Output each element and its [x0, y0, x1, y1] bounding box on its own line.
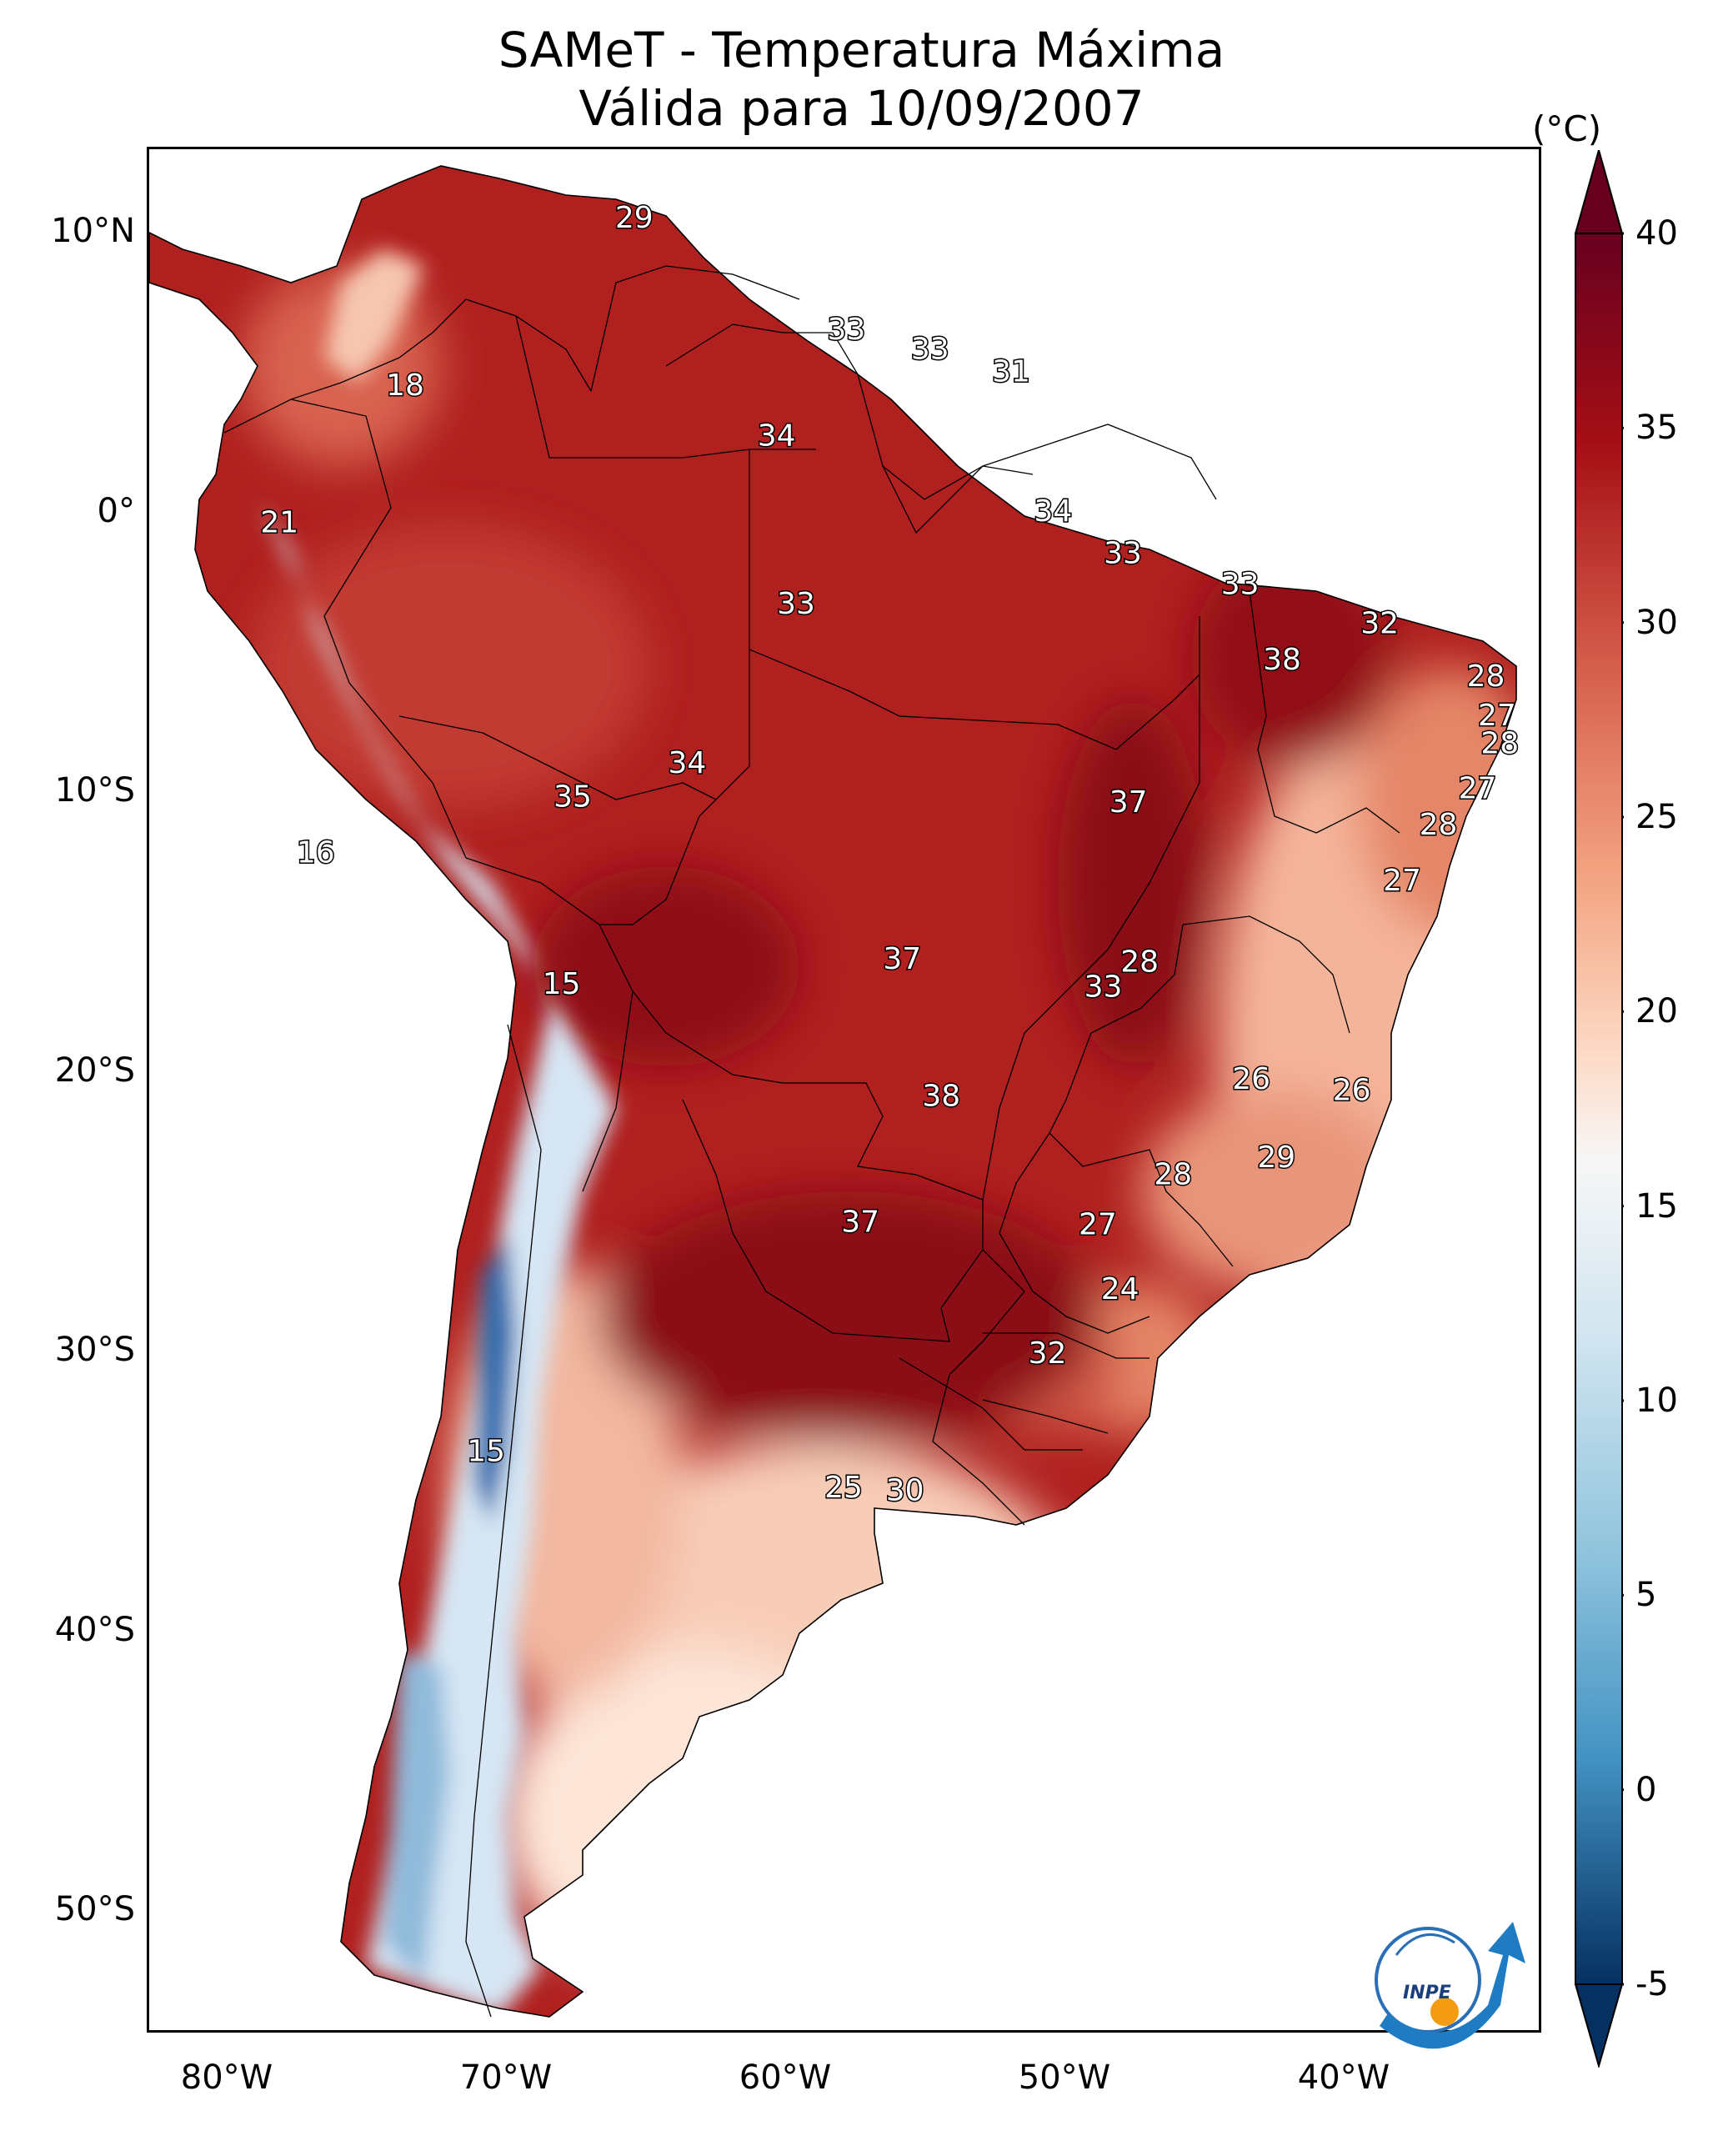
- map-value-label: 16: [297, 836, 335, 870]
- map-value-label: 28: [1420, 808, 1458, 842]
- colorbar-tick-label: 10: [1635, 1381, 1678, 1420]
- map-value-label: 26: [1333, 1074, 1371, 1108]
- map-value-label: 27: [1478, 699, 1516, 733]
- longitude-tick-label: 50°W: [1018, 2058, 1111, 2097]
- map-value-label: 15: [543, 967, 581, 1001]
- longitude-tick-label: 60°W: [739, 2058, 832, 2097]
- map-value-label: 28: [1480, 727, 1519, 761]
- map-frame: 29 18 33 33 31 34 21 34 33 33 33 32 38 28 27 28 34 35 37 27…: [147, 147, 1541, 2033]
- colorbar-tick-label: 25: [1635, 798, 1678, 836]
- longitude-tick-label: 70°W: [459, 2058, 553, 2097]
- colorbar-tick-label: 35: [1635, 409, 1678, 448]
- latitude-tick-label: 10°N: [51, 212, 135, 250]
- latitude-tick-label: 10°S: [54, 771, 135, 810]
- map-value-label: 21: [260, 506, 298, 540]
- map-value-label: 33: [827, 313, 865, 347]
- colorbar-gradient: [1575, 233, 1623, 1985]
- map-value-label: 29: [1257, 1141, 1295, 1175]
- map-value-label: 30: [886, 1473, 924, 1507]
- map-subtitle: Válida para 10/09/2007: [579, 80, 1144, 137]
- map-value-label: 33: [777, 587, 815, 621]
- map-value-label: 34: [758, 419, 796, 454]
- map-value-label: 28: [1154, 1157, 1192, 1191]
- map-value-label: 18: [386, 369, 424, 403]
- map-value-label: 35: [553, 780, 592, 814]
- map-value-label: 33: [911, 333, 949, 367]
- colorbar: [1574, 150, 1624, 2068]
- map-value-label: 29: [615, 201, 654, 235]
- map-value-label: 33: [1221, 567, 1260, 601]
- map-value-label: 37: [883, 942, 921, 976]
- colorbar-tick-label: 20: [1635, 992, 1678, 1031]
- map-value-label: 32: [1360, 606, 1399, 640]
- latitude-tick-label: 50°S: [54, 1890, 135, 1928]
- map-value-label: 38: [922, 1079, 960, 1113]
- latitude-tick-label: 0°: [97, 491, 135, 530]
- colorbar-bottom-extend: [1574, 1983, 1624, 2068]
- map-value-label: 27: [1459, 771, 1497, 805]
- map-value-label: 34: [1034, 494, 1072, 529]
- map-value-label: 28: [1467, 659, 1505, 694]
- latitude-tick-label: 40°S: [54, 1610, 135, 1649]
- map-value-label: 15: [467, 1434, 505, 1468]
- longitude-tick-label: 80°W: [180, 2058, 273, 2097]
- map-value-label: 28: [1120, 945, 1159, 979]
- map-value-label: 32: [1029, 1336, 1067, 1371]
- map-value-label: 27: [1079, 1208, 1117, 1242]
- colorbar-tick-label: 5: [1635, 1576, 1657, 1615]
- longitude-tick-label: 40°W: [1297, 2058, 1390, 2097]
- country-borders: [223, 265, 1400, 2018]
- map-value-label: 38: [1263, 643, 1301, 677]
- colorbar-tick-label: 30: [1635, 603, 1678, 642]
- inpe-logo: INPE: [1375, 1922, 1525, 2049]
- map-value-label: 24: [1101, 1272, 1139, 1306]
- colorbar-unit: (°C): [1532, 108, 1602, 149]
- colorbar-tick-label: 40: [1635, 214, 1678, 253]
- map-value-label: 25: [824, 1471, 863, 1505]
- map-value-label: 37: [1109, 785, 1148, 820]
- inpe-logo-text: INPE: [1403, 1983, 1451, 2003]
- map-value-label: 34: [668, 746, 706, 780]
- map-value-label: 26: [1232, 1062, 1270, 1096]
- latitude-tick-label: 20°S: [54, 1050, 135, 1090]
- map-value-label: 27: [1383, 864, 1421, 898]
- map-value-label: 33: [1104, 537, 1142, 571]
- colorbar-tick-label: 0: [1635, 1770, 1657, 1809]
- map-value-label: 31: [992, 354, 1030, 389]
- latitude-tick-label: 30°S: [54, 1331, 135, 1369]
- map-value-label: 37: [841, 1205, 879, 1239]
- map-title: SAMeT - Temperatura Máxima: [498, 22, 1225, 78]
- colorbar-top-extend: [1574, 150, 1624, 234]
- colorbar-tick-label: -5: [1635, 1965, 1669, 2003]
- colorbar-tick-label: 15: [1635, 1186, 1678, 1226]
- map-value-label: 33: [1084, 970, 1123, 1005]
